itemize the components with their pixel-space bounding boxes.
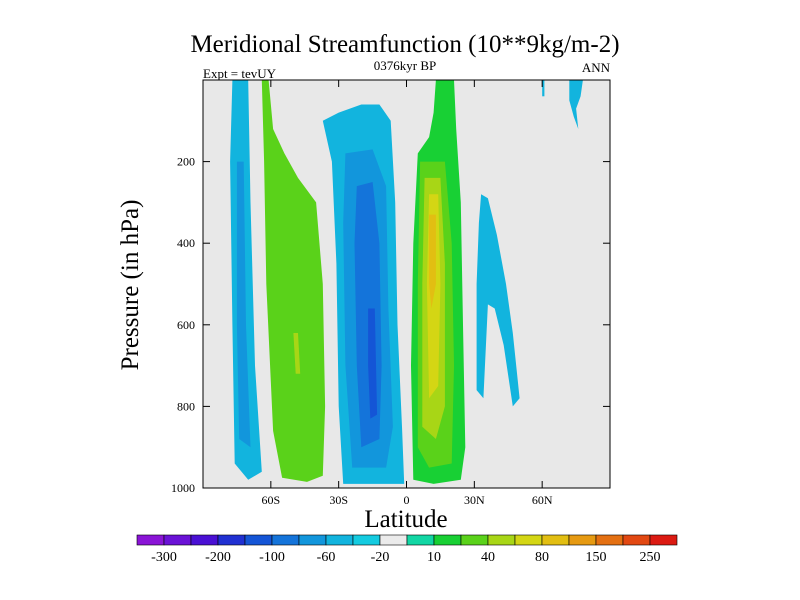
- y-tick-label: 1000: [171, 481, 195, 495]
- y-tick-label: 200: [177, 155, 195, 169]
- colorbar-swatch: [352, 534, 381, 546]
- colorbar-swatch: [487, 534, 516, 546]
- colorbar-swatch: [379, 534, 408, 546]
- y-axis-ticks: 200 400 600 800 1000: [171, 155, 610, 495]
- x-tick-label: 30S: [329, 493, 348, 507]
- colorbar-label: 250: [640, 550, 661, 565]
- colorbar-swatch: [163, 534, 192, 546]
- colorbar-label: -20: [371, 550, 390, 565]
- colorbar: -300 -200 -100 -60 -20 10 40 80 150 250: [136, 534, 678, 565]
- colorbar-swatch: [568, 534, 597, 546]
- colorbar-swatch: [271, 534, 300, 546]
- y-tick-label: 800: [177, 399, 195, 413]
- season-label: ANN: [582, 60, 611, 75]
- contour-nh-upper-negative-small: [542, 80, 545, 97]
- time-label: 0376kyr BP: [374, 58, 436, 73]
- y-tick-label: 600: [177, 318, 195, 332]
- colorbar-label: -100: [259, 550, 285, 565]
- contour-nh-upper-negative-spur: [569, 80, 583, 129]
- colorbar-swatch: [406, 534, 435, 546]
- colorbar-label: 150: [586, 550, 607, 565]
- contour-nh-hadley-cell-peak: [429, 214, 436, 309]
- y-axis-label: Pressure (in hPa): [117, 200, 144, 371]
- colorbar-swatch: [460, 534, 489, 546]
- contour-sh-ferrel-cell-positive: [261, 80, 326, 482]
- colorbar-swatch: [136, 534, 165, 546]
- contour-sh-ferrel-cell-core: [293, 333, 301, 374]
- x-tick-label: 30N: [464, 493, 485, 507]
- plot-area: 60S 30S 0 30N 60N 200 400 600 800 1000: [171, 79, 611, 507]
- colorbar-swatch: [541, 534, 570, 546]
- colorbar-swatch: [325, 534, 354, 546]
- x-axis-label: Latitude: [364, 506, 447, 533]
- experiment-label: Expt = tevUY: [203, 66, 277, 81]
- colorbar-label: 40: [481, 550, 495, 565]
- colorbar-label: -200: [205, 550, 231, 565]
- x-tick-label: 60N: [532, 493, 553, 507]
- contour-sh-hadley-cell-core: [368, 308, 378, 419]
- colorbar-swatch: [298, 534, 327, 546]
- colorbar-swatch: [244, 534, 273, 546]
- x-axis-ticks: 60S 30S 0 30N 60N: [261, 80, 553, 507]
- colorbar-label: -60: [317, 550, 336, 565]
- colorbar-swatch: [622, 534, 651, 546]
- contour-sh-polar-cell-core: [236, 161, 251, 448]
- contour-regions: [230, 80, 583, 484]
- colorbar-label: 10: [427, 550, 441, 565]
- contour-nh-midlatitude-negative: [476, 194, 520, 407]
- x-tick-label: 0: [404, 493, 410, 507]
- colorbar-swatch: [649, 534, 678, 546]
- colorbar-label: -300: [151, 550, 177, 565]
- colorbar-swatch: [190, 534, 219, 546]
- colorbar-label: 80: [535, 550, 549, 565]
- y-tick-label: 400: [177, 236, 195, 250]
- colorbar-swatch: [595, 534, 624, 546]
- colorbar-swatch: [217, 534, 246, 546]
- x-tick-label: 60S: [261, 493, 280, 507]
- colorbar-swatch: [514, 534, 543, 546]
- colorbar-swatch: [433, 534, 462, 546]
- chart-title: Meridional Streamfunction (10**9kg/m-2): [190, 31, 619, 58]
